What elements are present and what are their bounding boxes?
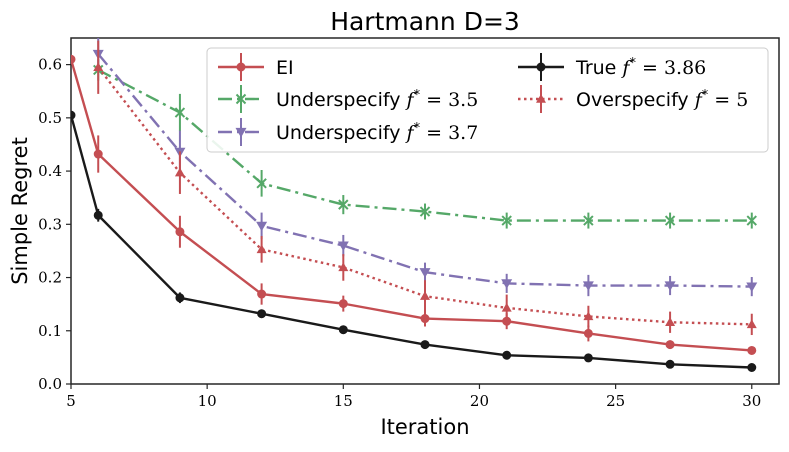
data-point — [747, 345, 757, 355]
data-point — [419, 206, 431, 217]
x-tick-label: 15 — [334, 392, 353, 410]
data-point — [337, 241, 349, 252]
x-tick-label: 20 — [470, 392, 489, 410]
x-marker-stroke — [338, 199, 349, 210]
data-point — [93, 62, 104, 72]
data-point — [93, 149, 103, 159]
data-point — [256, 221, 268, 232]
data-point — [501, 279, 513, 289]
data-point — [582, 281, 594, 292]
legend-label: Overspecify f* = 5 — [576, 88, 748, 111]
x-marker-stroke — [419, 206, 431, 217]
y-tick-label: 0.2 — [38, 269, 62, 287]
legend-marker — [536, 62, 546, 72]
y-tick-label: 0.5 — [38, 109, 62, 127]
series-4 — [93, 40, 757, 336]
data-point — [665, 317, 676, 327]
legend-marker — [236, 62, 246, 72]
data-point — [420, 291, 430, 300]
y-axis-label: Simple Regret — [8, 137, 32, 285]
series-line — [71, 114, 752, 369]
x-marker-stroke — [583, 215, 594, 226]
data-point — [746, 319, 757, 329]
x-tick-label: 5 — [66, 392, 76, 410]
legend-item-1: Underspecify f* = 3.5 — [218, 85, 478, 113]
x-marker-stroke — [174, 107, 186, 118]
legend-label: EI — [276, 57, 294, 79]
legend-label: Underspecify f* = 3.7 — [276, 121, 478, 144]
data-point — [502, 350, 512, 360]
data-point — [175, 293, 185, 303]
data-point — [746, 282, 758, 293]
x-marker-stroke — [746, 215, 757, 226]
y-tick-label: 0.1 — [38, 322, 62, 340]
legend: EI Underspecify f* = 3.5 Underspecify f* =… — [206, 47, 769, 153]
series-line — [71, 58, 752, 352]
data-point — [420, 314, 430, 324]
data-point — [665, 359, 675, 369]
data-point — [419, 268, 431, 278]
data-point — [664, 281, 676, 292]
legend-marker — [536, 94, 546, 103]
data-point — [175, 227, 185, 237]
series-0 — [71, 54, 757, 355]
data-point — [257, 309, 267, 319]
data-point — [583, 328, 593, 338]
y-tick-label: 0.6 — [38, 56, 62, 74]
legend-label: Underspecify f* = 3.5 — [276, 88, 478, 111]
x-marker-stroke — [664, 215, 676, 226]
data-point — [338, 299, 348, 309]
legend-marker — [235, 127, 247, 138]
x-tick-label: 10 — [198, 392, 217, 410]
y-tick-label: 0.0 — [38, 375, 62, 393]
data-point — [174, 107, 186, 118]
legend-marker — [235, 93, 247, 105]
chart-title: Hartmann D=3 — [330, 7, 520, 36]
data-point — [256, 244, 267, 254]
data-point — [338, 199, 349, 210]
data-point — [93, 210, 103, 220]
series-3 — [71, 110, 757, 372]
data-point — [664, 215, 676, 226]
data-point — [583, 311, 594, 321]
x-marker-stroke — [501, 215, 512, 226]
y-tick-label: 0.3 — [38, 215, 62, 233]
legend-item-3: True f* = 3.86 — [518, 53, 706, 81]
x-tick-label: 25 — [606, 392, 625, 410]
legend-box — [206, 47, 769, 153]
legend-item-0: EI — [218, 53, 294, 81]
data-point — [256, 178, 267, 189]
data-point — [501, 302, 512, 312]
data-point — [583, 215, 594, 226]
data-point — [71, 54, 76, 64]
data-point — [338, 262, 349, 272]
data-point — [338, 325, 348, 335]
legend-item-2: Underspecify f* = 3.7 — [218, 118, 478, 146]
plot-frame — [70, 37, 780, 385]
x-tick-label: 30 — [742, 392, 761, 410]
legend-label: True f* = 3.86 — [575, 56, 706, 79]
data-point — [257, 289, 267, 299]
legend-item-4: Overspecify f* = 5 — [518, 85, 748, 113]
data-point — [420, 340, 430, 350]
y-tick-label: 0.4 — [38, 162, 62, 180]
data-point — [747, 362, 757, 372]
x-axis-label: Iteration — [380, 415, 469, 439]
x-marker-stroke — [235, 93, 247, 105]
data-point — [174, 167, 185, 177]
x-marker-stroke — [256, 178, 267, 189]
data-point — [746, 215, 757, 226]
data-point — [583, 353, 593, 363]
data-point — [665, 340, 675, 350]
data-point — [71, 110, 76, 120]
data-point — [501, 215, 512, 226]
